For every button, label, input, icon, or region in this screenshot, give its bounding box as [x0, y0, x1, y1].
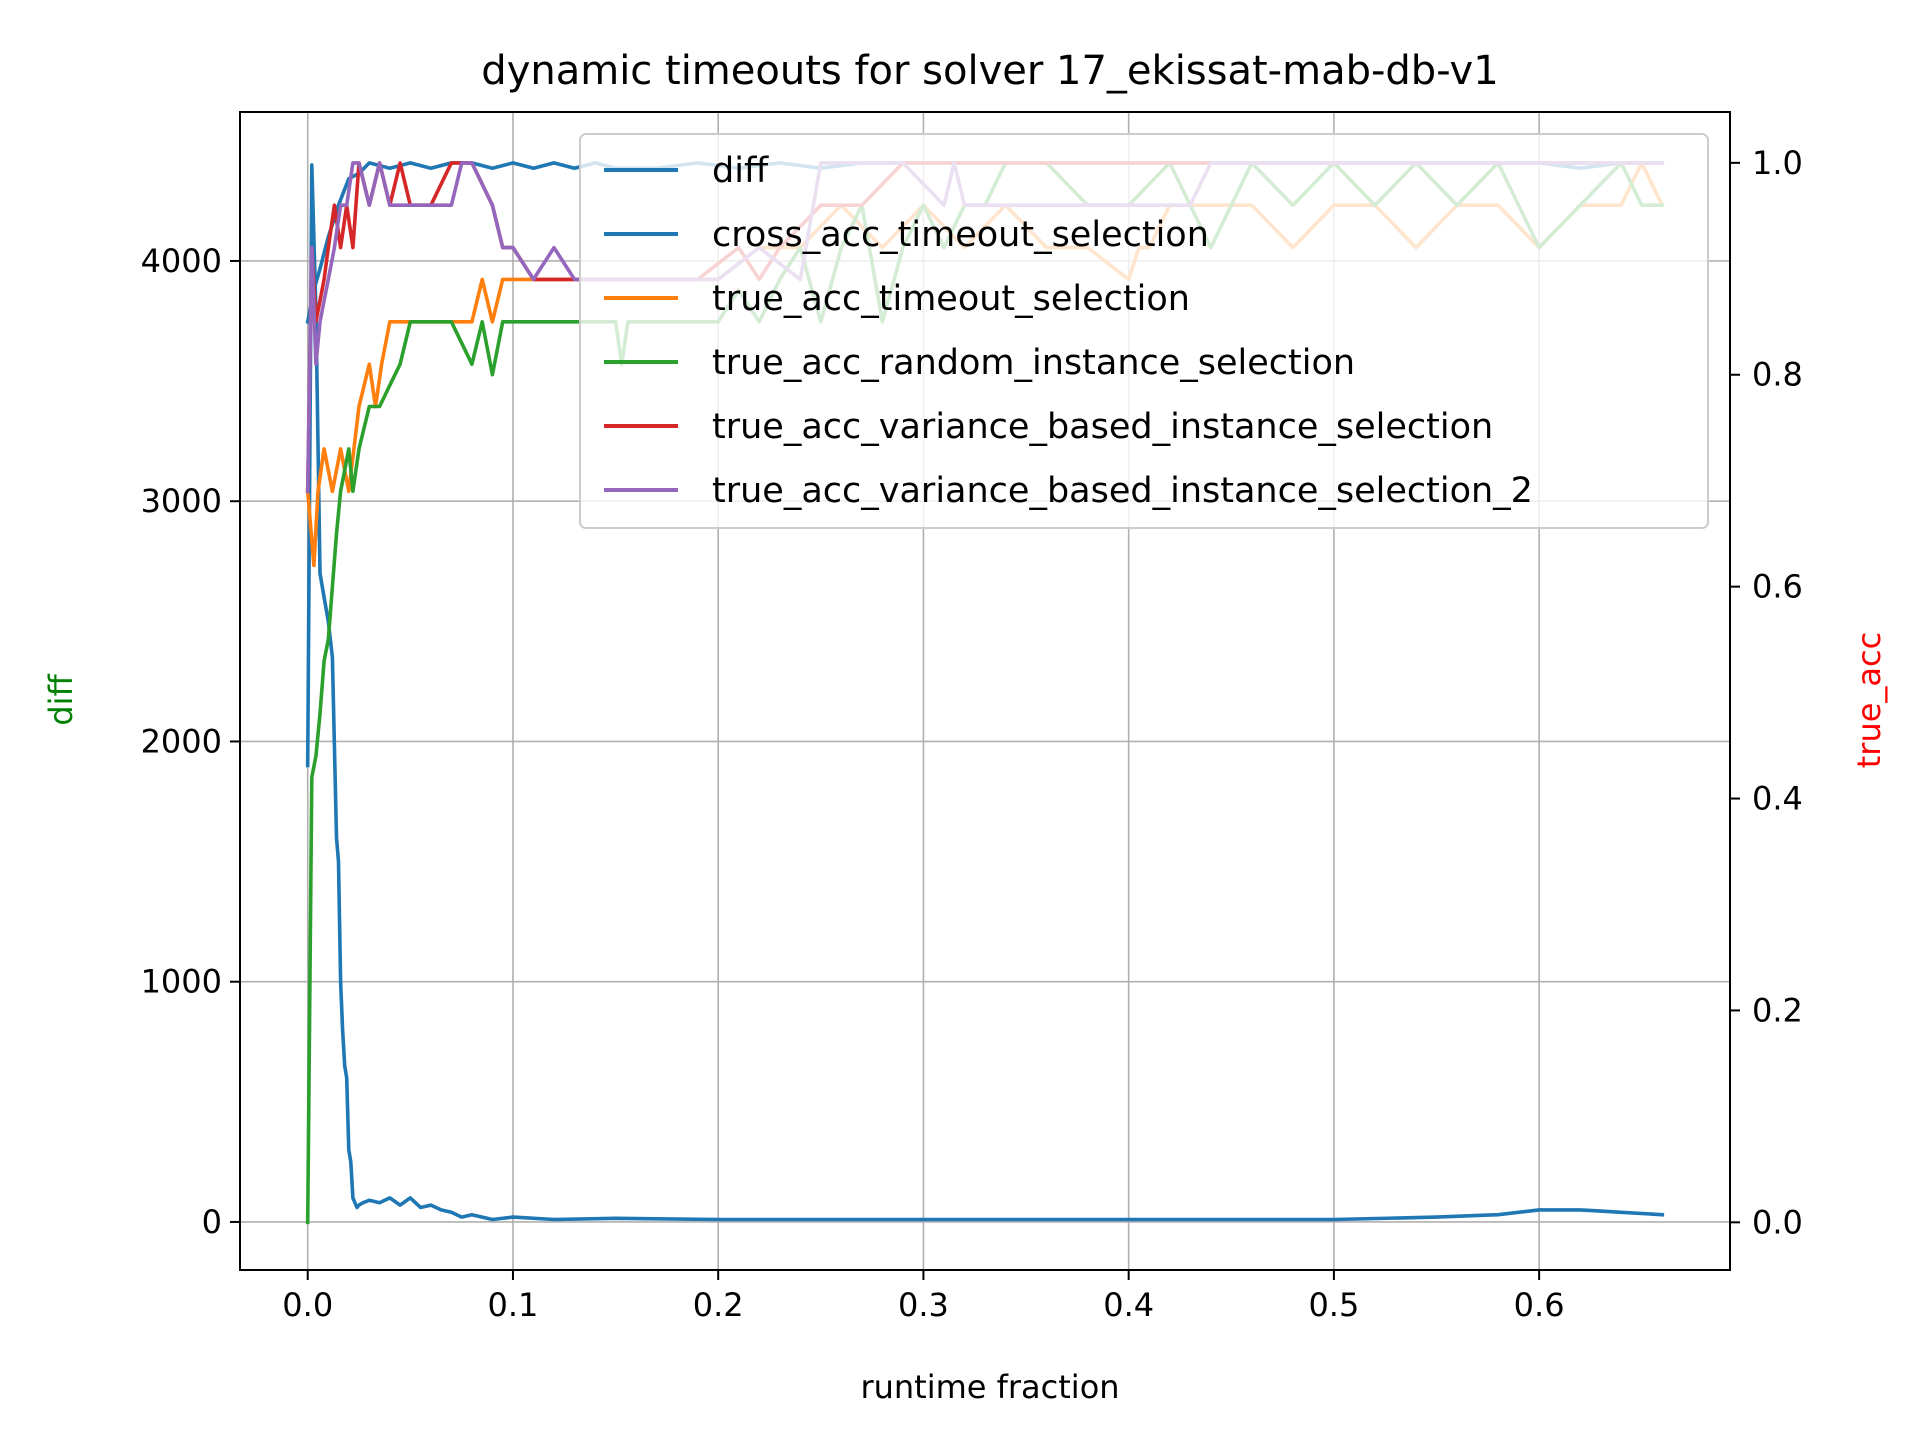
x-axis-title: runtime fraction: [860, 1368, 1119, 1406]
y-right-tick-label: 0.4: [1752, 780, 1803, 818]
x-tick-label: 0.0: [282, 1286, 333, 1324]
y-right-tick-label: 1.0: [1752, 144, 1803, 182]
y-left-tick-label: 1000: [141, 963, 222, 1001]
x-tick-label: 0.3: [898, 1286, 949, 1324]
legend-label: true_acc_random_instance_selection: [712, 343, 1355, 383]
y-right-tick-label: 0.0: [1752, 1203, 1803, 1241]
y-right-tick-label: 0.6: [1752, 568, 1803, 606]
axis-ticks: 0.0 0.1 0.2 0.3 0.4 0.5 0.6 0 1000 2000 3000 4000 0.…: [141, 144, 1803, 1324]
y-left-tick-label: 0: [202, 1203, 222, 1241]
x-tick-label: 0.5: [1308, 1286, 1359, 1324]
y-axis-left-title: diff: [42, 673, 80, 725]
x-tick-label: 0.6: [1514, 1286, 1565, 1324]
y-right-tick-label: 0.2: [1752, 991, 1803, 1029]
y-right-tick-label: 0.8: [1752, 356, 1803, 394]
x-tick-label: 0.1: [488, 1286, 539, 1324]
legend-label: true_acc_timeout_selection: [712, 279, 1190, 319]
plot-frame: [239, 111, 1731, 1271]
x-tick-label: 0.4: [1103, 1286, 1154, 1324]
y-left-tick-label: 3000: [141, 482, 222, 520]
x-tick-label: 0.2: [693, 1286, 744, 1324]
legend: diff cross_acc_timeout_selection true_acc_…: [579, 133, 1709, 529]
y-left-tick-label: 4000: [141, 242, 222, 280]
legend-label: true_acc_variance_based_instance_selecti…: [712, 471, 1533, 511]
chart-title: dynamic timeouts for solver 17_ekissat-m…: [481, 48, 1498, 94]
series-line-diff: [305, 163, 1665, 1222]
legend-label: cross_acc_timeout_selection: [712, 215, 1209, 255]
y-left-tick-label: 2000: [141, 722, 222, 760]
legend-box: [579, 133, 1709, 529]
legend-label: true_acc_variance_based_instance_selecti…: [712, 407, 1493, 447]
legend-label: diff: [712, 151, 769, 191]
y-axis-right-title: true_acc: [1850, 632, 1888, 768]
